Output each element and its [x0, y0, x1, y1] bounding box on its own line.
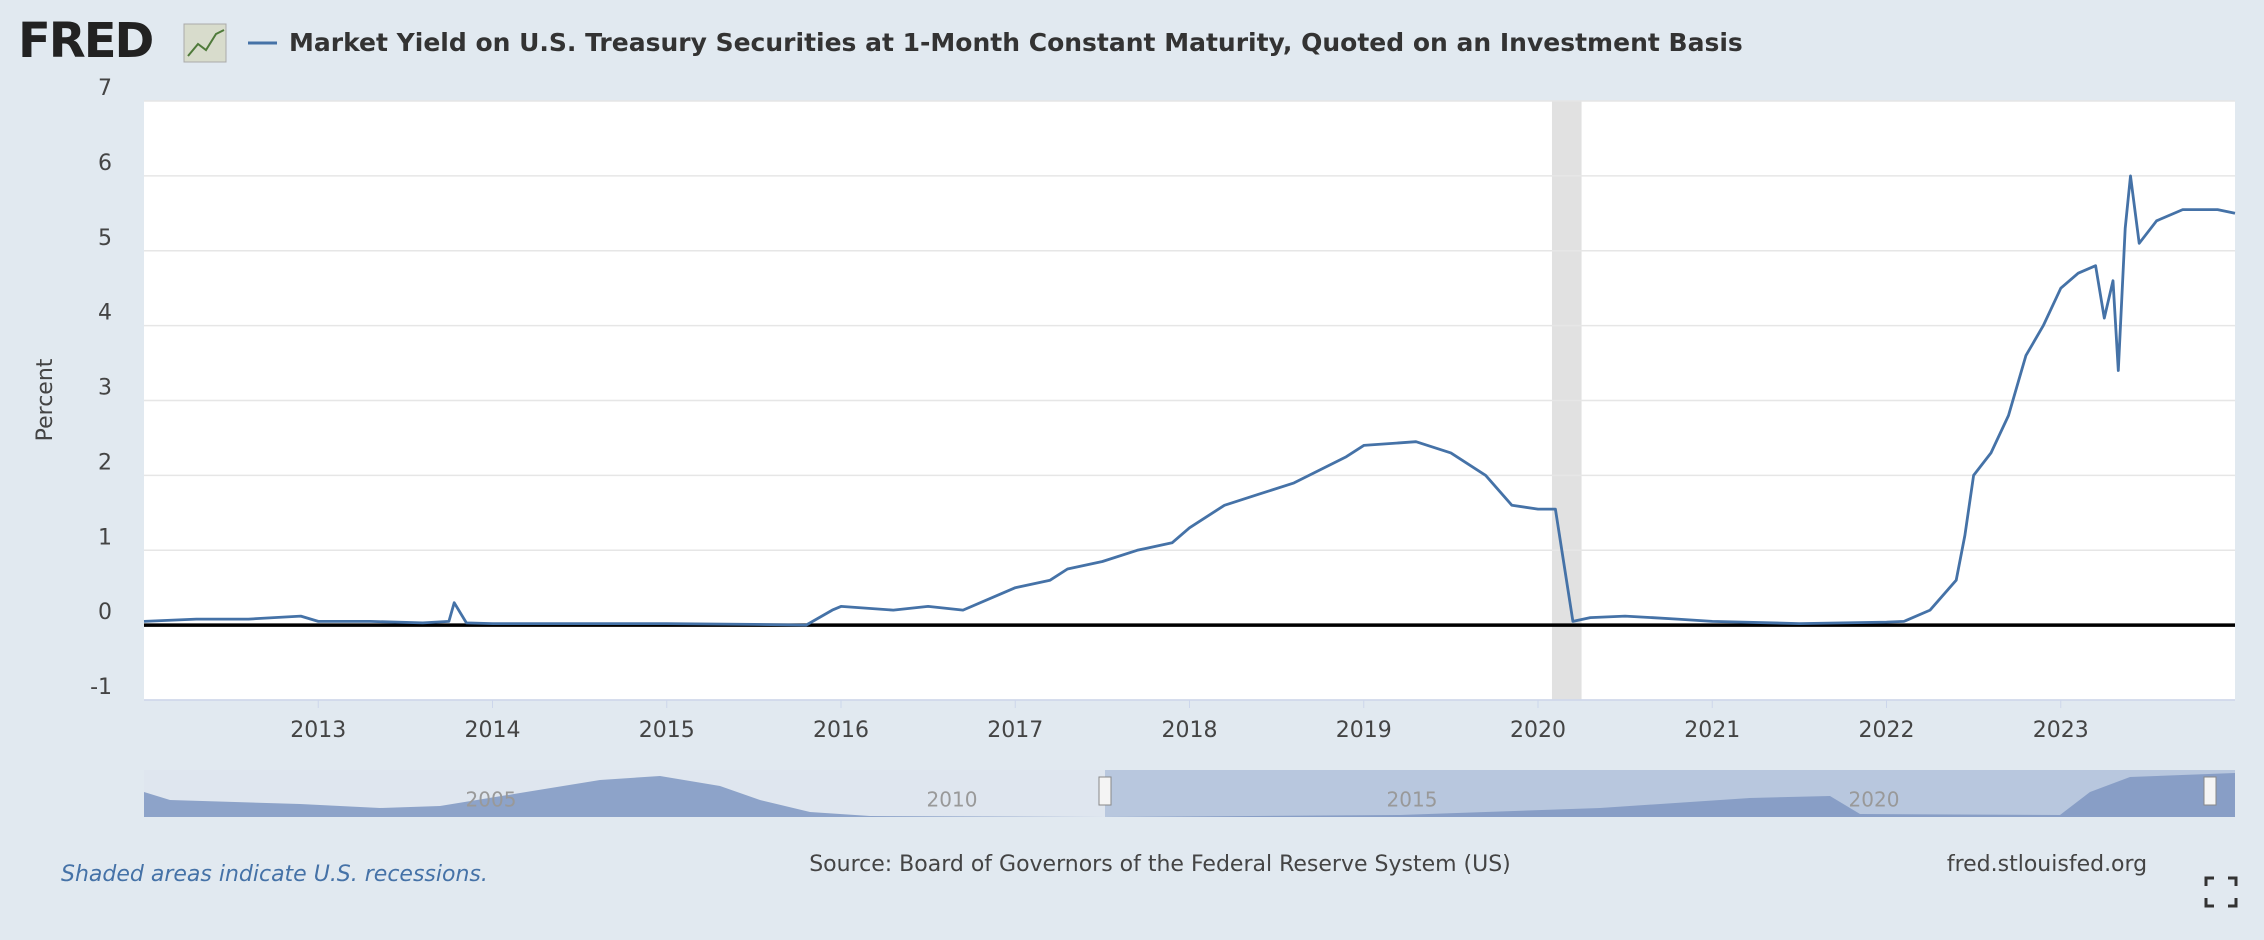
navigator-label: 2005 [466, 788, 517, 812]
navigator-handle[interactable] [1098, 776, 1112, 806]
x-tick-label: 2021 [1684, 718, 1740, 743]
logo: FRED [18, 13, 153, 69]
navigator-label: 2010 [927, 788, 978, 812]
x-tick-label: 2019 [1336, 718, 1392, 743]
recession-note: Shaded areas indicate U.S. recessions. [61, 862, 488, 887]
source: Source: Board of Governors of the Federa… [809, 852, 1511, 877]
navigator-handle[interactable] [2203, 776, 2217, 806]
x-tick-label: 2013 [290, 718, 346, 743]
x-tick-label: 2015 [639, 718, 695, 743]
navigator-label: 2020 [1849, 788, 1900, 812]
x-tick-label: 2020 [1510, 718, 1566, 743]
y-tick-label: 3 [98, 376, 112, 401]
x-tick-label: 2016 [813, 718, 869, 743]
y-tick-label: 2 [98, 450, 112, 475]
y-tick-label: 0 [98, 600, 112, 625]
series-line [143, 174, 2236, 627]
site-link[interactable]: fred.stlouisfed.org [1947, 852, 2147, 877]
fullscreen-button[interactable] [2204, 876, 2238, 908]
y-tick-label: -1 [90, 675, 112, 700]
navigator-area [144, 773, 2235, 817]
y-tick-label: 4 [98, 301, 112, 326]
x-tick-label: 2014 [465, 718, 521, 743]
logo-icon [183, 23, 227, 63]
y-tick-label: 6 [98, 151, 112, 176]
chart-title: Market Yield on U.S. Treasury Securities… [289, 28, 1743, 57]
x-tick-label: 2017 [987, 718, 1043, 743]
y-tick-label: 1 [98, 525, 112, 550]
navigator-label: 2015 [1387, 788, 1438, 812]
logo-icon-line [187, 29, 225, 57]
x-tick-label: 2018 [1162, 718, 1218, 743]
y-tick-label: 7 [98, 76, 112, 101]
y-axis-label: Percent [33, 358, 58, 441]
x-tick-label: 2023 [2033, 718, 2089, 743]
y-tick-label: 5 [98, 226, 112, 251]
x-tick-label: 2022 [1859, 718, 1915, 743]
